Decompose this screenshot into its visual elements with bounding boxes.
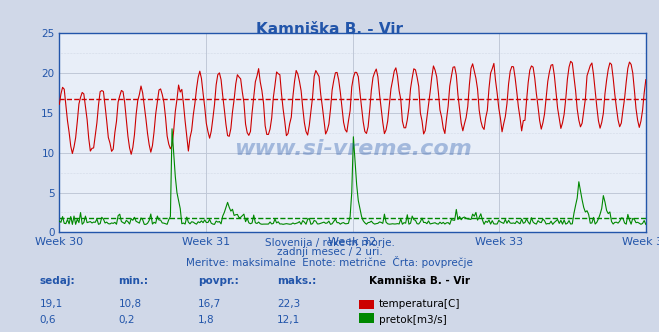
Text: 19,1: 19,1 (40, 299, 63, 309)
Text: Kamniška B. - Vir: Kamniška B. - Vir (256, 22, 403, 37)
Text: 10,8: 10,8 (119, 299, 142, 309)
Text: maks.:: maks.: (277, 276, 316, 286)
Text: pretok[m3/s]: pretok[m3/s] (379, 315, 447, 325)
Text: 22,3: 22,3 (277, 299, 300, 309)
Text: www.si-vreme.com: www.si-vreme.com (234, 139, 471, 159)
Text: zadnji mesec / 2 uri.: zadnji mesec / 2 uri. (277, 247, 382, 257)
Text: Slovenija / reke in morje.: Slovenija / reke in morje. (264, 238, 395, 248)
Text: 12,1: 12,1 (277, 315, 300, 325)
Text: 1,8: 1,8 (198, 315, 214, 325)
Text: temperatura[C]: temperatura[C] (379, 299, 461, 309)
Text: min.:: min.: (119, 276, 149, 286)
Text: 0,2: 0,2 (119, 315, 135, 325)
Text: 16,7: 16,7 (198, 299, 221, 309)
Text: sedaj:: sedaj: (40, 276, 75, 286)
Text: Meritve: maksimalne  Enote: metrične  Črta: povprečje: Meritve: maksimalne Enote: metrične Črta… (186, 256, 473, 268)
Text: povpr.:: povpr.: (198, 276, 239, 286)
Text: 0,6: 0,6 (40, 315, 56, 325)
Text: Kamniška B. - Vir: Kamniška B. - Vir (369, 276, 470, 286)
